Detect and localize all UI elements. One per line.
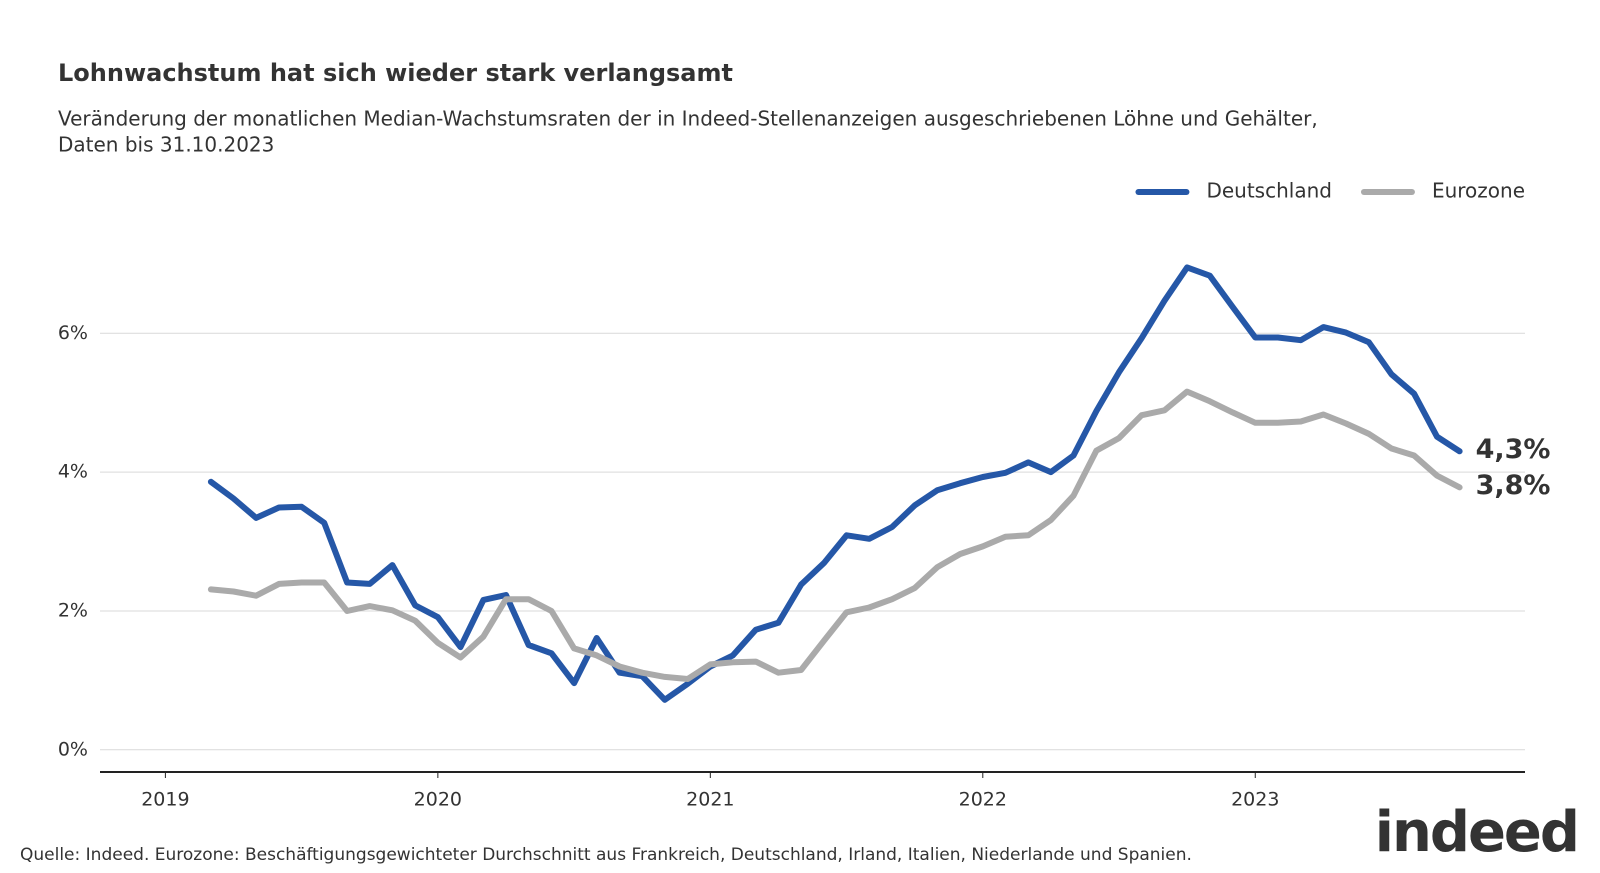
chart-subtitle: Daten bis 31.10.2023 [58, 133, 274, 157]
y-tick-label: 6% [58, 322, 88, 344]
x-tick-label: 2023 [1231, 789, 1279, 811]
chart-subtitle: Veränderung der monatlichen Median-Wachs… [58, 107, 1318, 131]
y-tick-label: 2% [58, 599, 88, 621]
x-tick-label: 2022 [959, 789, 1007, 811]
end-label: 3,8% [1476, 470, 1551, 501]
source-note: Quelle: Indeed. Eurozone: Beschäftigungs… [20, 845, 1192, 865]
series-line [207, 264, 1463, 703]
logo: indeed [1375, 800, 1578, 865]
x-tick-label: 2020 [414, 789, 462, 811]
end-label: 4,3% [1476, 434, 1551, 465]
y-tick-label: 0% [58, 738, 88, 760]
x-tick-label: 2019 [141, 789, 189, 811]
legend-label: Eurozone [1432, 179, 1525, 203]
x-tick-label: 2021 [686, 789, 734, 811]
y-tick-label: 4% [58, 461, 88, 483]
chart-title: Lohnwachstum hat sich wieder stark verla… [58, 59, 733, 87]
legend-label: Deutschland [1206, 179, 1332, 203]
series-line [207, 388, 1463, 682]
